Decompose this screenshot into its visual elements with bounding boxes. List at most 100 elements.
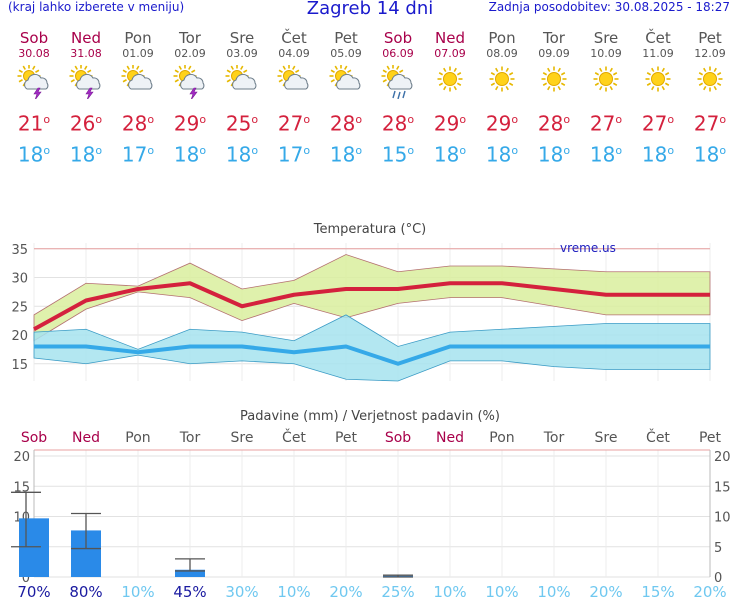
sun-cloud-rain-icon — [381, 65, 413, 99]
precip-probability-label: 15% — [641, 583, 674, 600]
temp-max: 29o — [173, 111, 207, 136]
sun-cloud-icon — [329, 65, 361, 90]
sun-icon — [437, 66, 463, 92]
temp-min: 15o — [381, 142, 415, 167]
precip-probability-label: 20% — [693, 583, 726, 600]
day-date: 05.09 — [330, 47, 362, 60]
temperature-chart: Temperatura (°C) 15 20 25 30 35 vreme.us — [11, 222, 711, 382]
temp-max: 25o — [225, 111, 259, 136]
day-column: Pon 08.09 29o 18o — [476, 30, 528, 168]
y-tick-label: 0 — [22, 571, 30, 586]
day-name: Sre — [229, 29, 255, 47]
day-name: Ned — [71, 29, 101, 47]
x-category-label: Tor — [179, 430, 201, 446]
sun-cloud-thunder-icon — [69, 65, 101, 99]
x-category-label: Ned — [436, 430, 464, 446]
day-date: 07.09 — [434, 47, 466, 60]
sun-cloud-icon — [225, 65, 257, 90]
sun-icon — [593, 66, 619, 92]
y-tick-label: 20 — [13, 450, 30, 465]
temp-min: 18o — [485, 142, 519, 167]
sun-cloud-icon — [121, 65, 153, 90]
min-temp-range-band — [33, 314, 711, 382]
temp-max: 27o — [693, 111, 727, 136]
day-date: 12.09 — [694, 47, 726, 60]
x-category-label: Sob — [385, 430, 411, 446]
y-tick-label: 35 — [11, 243, 28, 258]
precip-probability-label: 10% — [485, 583, 518, 600]
temp-min: 18o — [537, 142, 571, 167]
day-name: Pet — [698, 29, 722, 47]
temp-min: 18o — [225, 142, 259, 167]
day-date: 30.08 — [18, 47, 50, 60]
precip-probability-label: 10% — [277, 583, 310, 600]
sun-cloud-thunder-icon — [173, 65, 205, 99]
y-tick-label-right: 5 — [714, 541, 722, 556]
temp-max: 29o — [433, 111, 467, 136]
x-category-label: Sre — [595, 430, 618, 446]
day-name: Sob — [19, 29, 49, 47]
temp-min: 18o — [589, 142, 623, 167]
day-date: 02.09 — [174, 47, 206, 60]
sun-cloud-icon — [277, 65, 309, 90]
day-name: Ned — [435, 29, 465, 47]
temp-max: 28o — [329, 111, 363, 136]
day-name: Sob — [383, 29, 413, 47]
temp-min: 17o — [277, 142, 311, 167]
y-tick-label: 30 — [11, 272, 28, 287]
day-column: Ned 31.08 26o 18o — [60, 30, 112, 168]
y-tick-label-right: 10 — [714, 511, 731, 526]
y-tick-label-right: 0 — [714, 571, 722, 586]
temp-min: 18o — [693, 142, 727, 167]
y-tick-label: 15 — [11, 358, 28, 373]
precip-probability-label: 25% — [381, 583, 414, 600]
x-category-label: Pet — [335, 430, 358, 446]
precip-probability-label: 45% — [173, 583, 206, 600]
day-date: 08.09 — [486, 47, 518, 60]
day-name: Pon — [124, 29, 152, 47]
day-column: Čet 11.09 27o 18o — [632, 30, 684, 168]
y-tick-label: 15 — [13, 480, 30, 495]
temp-max: 28o — [537, 111, 571, 136]
temp-max: 21o — [17, 111, 51, 136]
precip-probability-label: 20% — [589, 583, 622, 600]
x-category-label: Tor — [543, 430, 565, 446]
temp-min: 18o — [641, 142, 675, 167]
day-name: Pet — [334, 29, 358, 47]
sun-icon — [489, 66, 515, 92]
day-column: Tor 09.09 28o 18o — [528, 30, 580, 168]
day-date: 09.09 — [538, 47, 570, 60]
x-category-label: Čet — [646, 428, 670, 446]
y-tick-label: 20 — [11, 329, 28, 344]
menu-hint: (kraj lahko izberete v meniju) — [8, 0, 185, 14]
last-update: Zadnja posodobitev: 30.08.2025 - 18:27 — [488, 0, 730, 14]
temp-max: 27o — [589, 111, 623, 136]
temp-max: 29o — [485, 111, 519, 136]
max-temp-range-band — [33, 254, 711, 342]
x-category-label: Sre — [231, 430, 254, 446]
day-date: 31.08 — [70, 47, 102, 60]
day-date: 06.09 — [382, 47, 414, 60]
temp-max: 28o — [121, 111, 155, 136]
day-column: Pet 05.09 28o 18o — [320, 30, 372, 168]
day-column: Pon 01.09 28o 17o — [112, 30, 164, 168]
precipitation-chart: Padavine (mm) / Verjetnost padavin (%) So… — [11, 409, 731, 600]
header-bar: (kraj lahko izberete v meniju) Zagreb 14… — [0, 0, 740, 22]
sun-icon — [645, 66, 671, 92]
temp-min: 18o — [173, 142, 207, 167]
max-temp-line — [33, 281, 710, 332]
temp-max: 28o — [381, 111, 415, 136]
precip-probability-label: 80% — [69, 583, 102, 600]
day-column: Sob 30.08 21o 18o — [8, 30, 60, 168]
day-date: 01.09 — [122, 47, 154, 60]
x-category-label: Pon — [125, 430, 150, 446]
sun-icon — [697, 66, 723, 92]
x-category-label: Sob — [21, 430, 47, 446]
sun-icon — [541, 66, 567, 92]
temp-min: 18o — [69, 142, 103, 167]
day-column: Pet 12.09 27o 18o — [684, 30, 736, 168]
precip-probability-label: 70% — [17, 583, 50, 600]
day-name: Sre — [593, 29, 619, 47]
precip-probability-label: 10% — [537, 583, 570, 600]
day-date: 04.09 — [278, 47, 310, 60]
